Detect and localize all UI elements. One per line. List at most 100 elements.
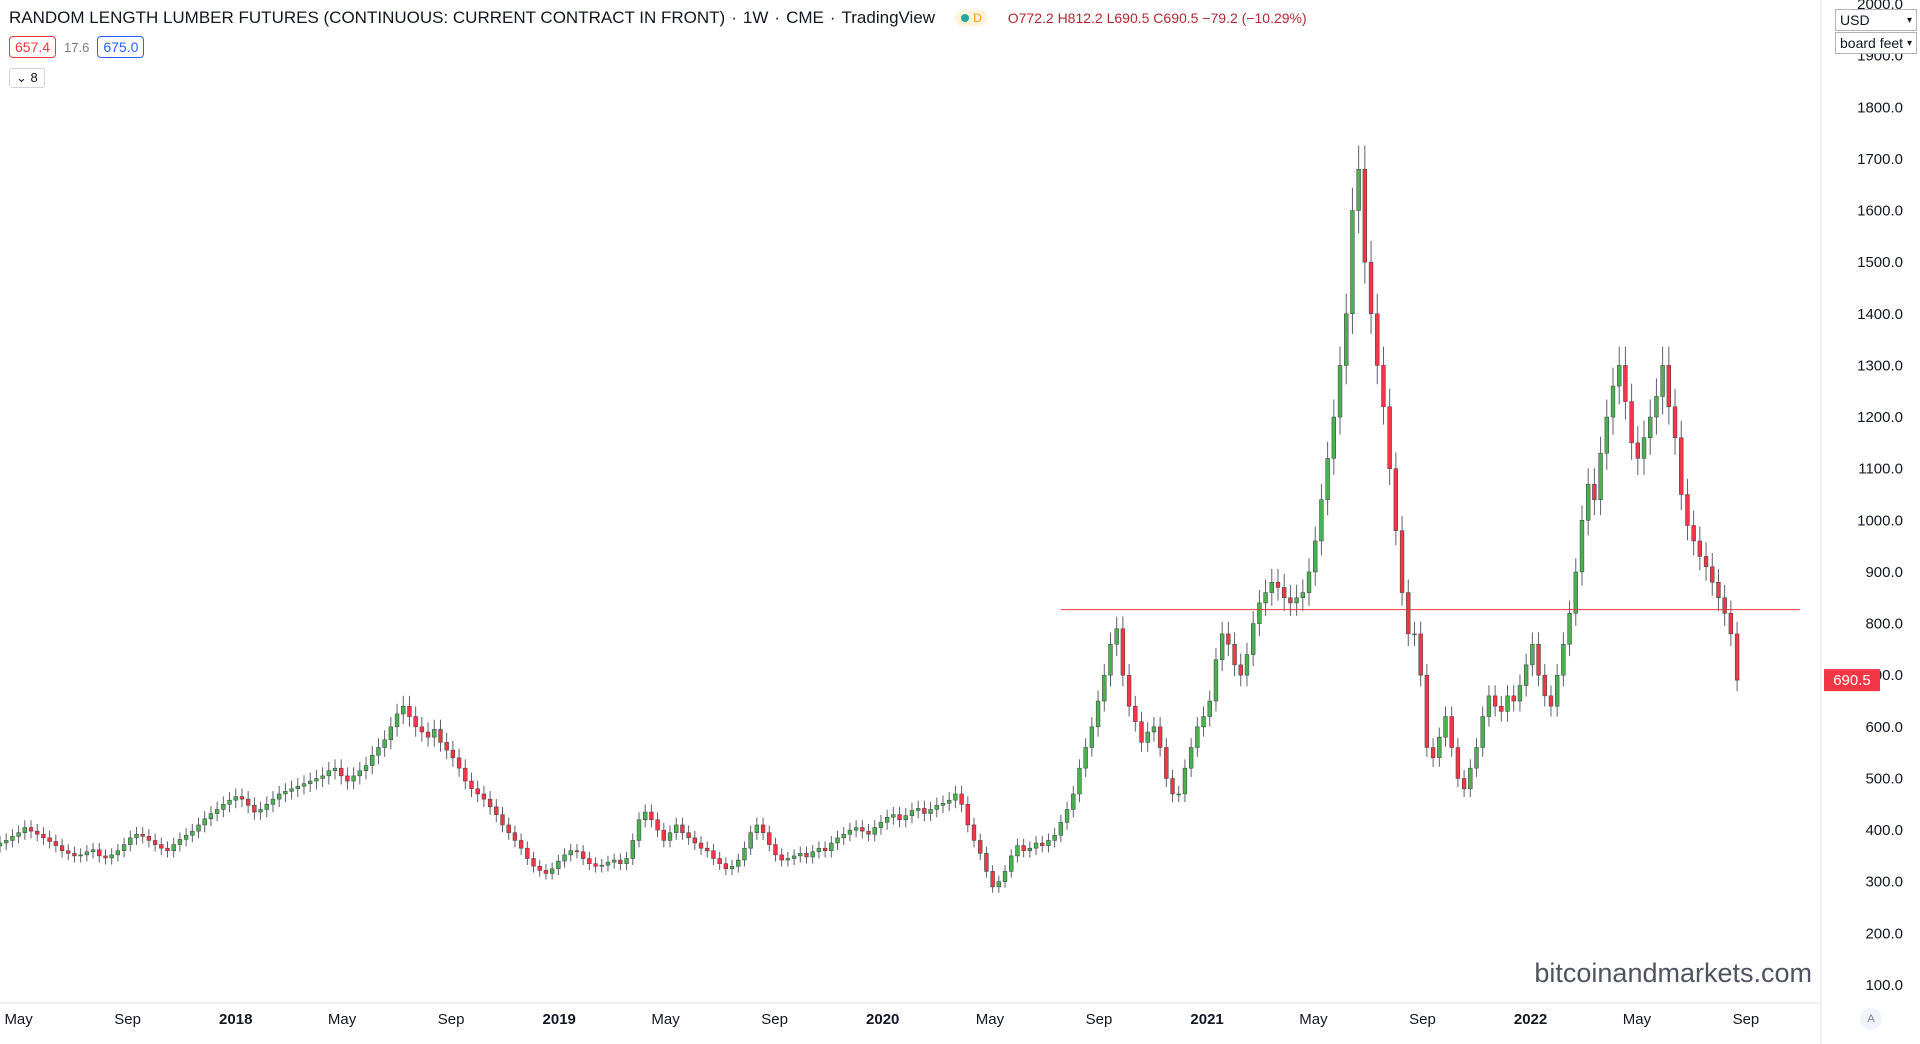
market-status-badge[interactable]: D bbox=[955, 10, 988, 26]
price-tick-label: 300.0 bbox=[1865, 874, 1903, 891]
candle-up bbox=[630, 840, 635, 859]
candle-down bbox=[1170, 778, 1175, 795]
candle-up bbox=[264, 804, 269, 810]
candle-up bbox=[183, 835, 189, 840]
candle-down bbox=[1424, 674, 1430, 748]
price-tick-label: 200.0 bbox=[1865, 925, 1903, 942]
candle-down bbox=[97, 849, 102, 857]
candle-up bbox=[1586, 483, 1591, 521]
candle-up bbox=[1195, 726, 1200, 748]
candle-up bbox=[1188, 747, 1194, 769]
candle-up bbox=[909, 810, 915, 816]
auto-scale-button[interactable]: A bbox=[1860, 1008, 1882, 1030]
candle-down bbox=[239, 796, 245, 800]
candle-up bbox=[624, 858, 629, 864]
candle-down bbox=[773, 844, 778, 856]
candle-down bbox=[1666, 365, 1672, 407]
candle-up bbox=[382, 739, 387, 748]
last-price-tag: 690.5 bbox=[1824, 669, 1880, 692]
candle-down bbox=[866, 830, 871, 835]
time-tick-label: 2019 bbox=[543, 1011, 576, 1028]
unit-select[interactable]: board feet ▾ bbox=[1835, 32, 1917, 54]
indicators-toggle-button[interactable]: ⌄ 8 bbox=[9, 68, 45, 88]
candle-up bbox=[1474, 747, 1479, 769]
candle-up bbox=[915, 808, 921, 811]
candle-up bbox=[16, 832, 21, 837]
candle-up bbox=[791, 855, 797, 859]
time-tick-label: May bbox=[1299, 1011, 1328, 1028]
candle-up bbox=[903, 815, 908, 821]
time-tick-label: May bbox=[651, 1011, 680, 1028]
candle-up bbox=[1064, 809, 1070, 823]
price-axis[interactable]: 100.0200.0300.0400.0500.0600.0700.0800.0… bbox=[1857, 0, 1903, 994]
candle-down bbox=[580, 851, 586, 859]
candle-up bbox=[1337, 365, 1343, 418]
candle-down bbox=[456, 757, 462, 769]
candle-up bbox=[233, 796, 238, 801]
candle-up bbox=[928, 809, 933, 814]
candle-up bbox=[1573, 571, 1578, 614]
candle-down bbox=[922, 808, 927, 814]
candle-up bbox=[1648, 416, 1653, 438]
buy-price-button[interactable]: 675.0 bbox=[97, 36, 145, 58]
candle-down bbox=[543, 870, 549, 874]
candle-up bbox=[332, 767, 338, 771]
candle-down bbox=[1548, 695, 1554, 707]
time-tick-label: Sep bbox=[1409, 1011, 1436, 1028]
candle-down bbox=[438, 729, 443, 743]
provider-label: TradingView bbox=[841, 8, 936, 27]
time-tick-label: 2021 bbox=[1190, 1011, 1223, 1028]
candle-up bbox=[1660, 365, 1665, 397]
price-tick-label: 1600.0 bbox=[1857, 203, 1903, 220]
sell-price-button[interactable]: 657.4 bbox=[9, 36, 57, 58]
symbol-title[interactable]: RANDOM LENGTH LUMBER FUTURES (CONTINUOUS… bbox=[9, 8, 726, 27]
candle-up bbox=[276, 793, 282, 800]
candle-up bbox=[1331, 416, 1336, 459]
watermark-text: bitcoinandmarkets.com bbox=[1534, 958, 1812, 988]
candle-down bbox=[1232, 643, 1237, 666]
candle-down bbox=[1592, 483, 1597, 500]
price-tick-label: 1800.0 bbox=[1857, 99, 1903, 116]
candle-down bbox=[345, 775, 350, 782]
candle-down bbox=[1499, 705, 1504, 712]
candle-up bbox=[748, 832, 753, 849]
candle-up bbox=[742, 847, 747, 861]
candle-up bbox=[1306, 571, 1312, 593]
candle-up bbox=[1089, 726, 1095, 748]
candle-down bbox=[587, 858, 592, 864]
time-tick-label: May bbox=[328, 1011, 357, 1028]
candle-up bbox=[1486, 695, 1492, 717]
candle-down bbox=[450, 749, 456, 759]
candle-down bbox=[1716, 582, 1721, 599]
candle-down bbox=[53, 841, 59, 846]
candle-up bbox=[1443, 716, 1448, 738]
candle-up bbox=[1145, 731, 1150, 743]
price-tick-label: 1100.0 bbox=[1858, 461, 1903, 478]
candle-down bbox=[1120, 628, 1126, 676]
candle-down bbox=[1542, 674, 1547, 697]
candle-up bbox=[1356, 168, 1361, 211]
candle-down bbox=[1226, 633, 1231, 645]
candle-up bbox=[1033, 842, 1039, 849]
candle-down bbox=[1461, 778, 1467, 790]
interval-label[interactable]: 1W bbox=[742, 8, 769, 27]
candle-up bbox=[1437, 736, 1442, 759]
time-tick-label: Sep bbox=[1086, 1011, 1113, 1028]
candle-down bbox=[494, 806, 499, 815]
indicators-count: 8 bbox=[30, 70, 38, 85]
candle-down bbox=[1722, 597, 1727, 614]
time-tick-label: May bbox=[1623, 1011, 1652, 1028]
price-tick-label: 1400.0 bbox=[1857, 306, 1903, 323]
time-axis[interactable]: May Sep 2018 May Sep 2019 May Sep 2020 May Sep 2021… bbox=[4, 1011, 1759, 1028]
candle-down bbox=[140, 833, 145, 837]
unit-select-value: board feet bbox=[1840, 35, 1904, 51]
candle-up bbox=[841, 833, 846, 839]
candle-up bbox=[1269, 582, 1274, 593]
candle-up bbox=[605, 861, 611, 866]
candle-up bbox=[612, 859, 617, 863]
candle-down bbox=[419, 726, 425, 733]
candle-down bbox=[779, 854, 784, 861]
candle-down bbox=[475, 788, 480, 795]
currency-select[interactable]: USD ▾ bbox=[1835, 9, 1917, 31]
